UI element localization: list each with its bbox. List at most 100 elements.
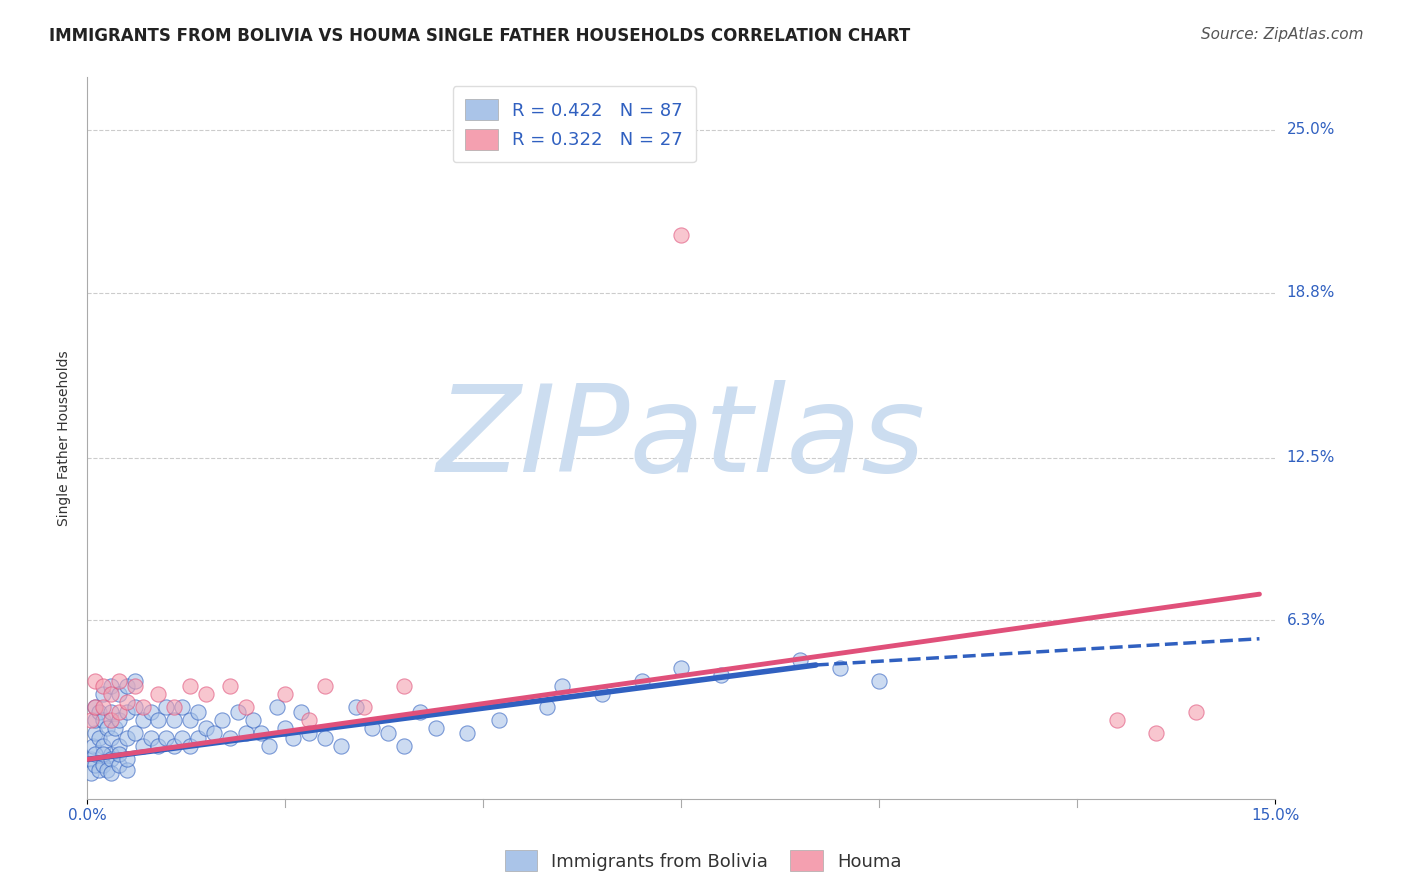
Point [87, 763, 110, 777]
Point [84, 747, 107, 761]
Point [115, 752, 138, 766]
Point [1146, 726, 1168, 740]
Point [91, 679, 114, 693]
Point [87, 731, 110, 746]
Point [80, 765, 103, 780]
Point [91, 739, 114, 754]
Text: ZIPatlas: ZIPatlas [437, 380, 925, 497]
Point [187, 731, 209, 746]
Point [108, 687, 131, 701]
Point [100, 679, 122, 693]
Point [139, 731, 162, 746]
Point [84, 673, 107, 688]
Point [218, 731, 240, 746]
Point [108, 739, 131, 754]
Point [242, 713, 264, 727]
Text: 18.8%: 18.8% [1286, 285, 1334, 300]
Point [1105, 713, 1128, 727]
Point [108, 705, 131, 719]
Point [80, 752, 103, 766]
Point [100, 731, 122, 746]
Point [100, 687, 122, 701]
Point [353, 700, 375, 714]
Text: IMMIGRANTS FROM BOLIVIA VS HOUMA SINGLE FATHER HOUSEHOLDS CORRELATION CHART: IMMIGRANTS FROM BOLIVIA VS HOUMA SINGLE … [49, 27, 911, 45]
Point [91, 747, 114, 761]
Point [235, 700, 257, 714]
Point [456, 726, 478, 740]
Point [259, 739, 281, 754]
Point [155, 731, 177, 746]
Point [591, 687, 613, 701]
Point [377, 726, 399, 740]
Point [488, 713, 510, 727]
Point [100, 765, 122, 780]
Point [274, 687, 297, 701]
Point [314, 731, 336, 746]
Point [124, 673, 146, 688]
Point [425, 721, 447, 735]
Point [124, 700, 146, 714]
Point [298, 713, 321, 727]
Point [131, 739, 153, 754]
Point [115, 731, 138, 746]
Point [115, 705, 138, 719]
Point [172, 731, 194, 746]
Point [218, 679, 240, 693]
Point [148, 687, 170, 701]
Point [409, 705, 432, 719]
Point [148, 713, 170, 727]
Point [104, 721, 127, 735]
Point [179, 739, 201, 754]
Point [392, 739, 415, 754]
Point [266, 700, 288, 714]
Point [274, 721, 297, 735]
Point [115, 679, 138, 693]
Point [868, 673, 890, 688]
Point [91, 713, 114, 727]
Point [108, 757, 131, 772]
Point [163, 739, 186, 754]
Point [314, 679, 336, 693]
Point [108, 713, 131, 727]
Point [226, 705, 249, 719]
Point [179, 679, 201, 693]
Point [346, 700, 368, 714]
Point [290, 705, 312, 719]
Point [281, 731, 304, 746]
Point [100, 705, 122, 719]
Point [108, 673, 131, 688]
Point [329, 739, 352, 754]
Point [179, 713, 201, 727]
Legend: Immigrants from Bolivia, Houma: Immigrants from Bolivia, Houma [498, 843, 908, 879]
Point [100, 747, 122, 761]
Point [148, 739, 170, 754]
Point [115, 695, 138, 709]
Point [551, 679, 574, 693]
Point [80, 713, 103, 727]
Point [155, 700, 177, 714]
Point [163, 713, 186, 727]
Point [671, 660, 693, 674]
Point [630, 673, 652, 688]
Text: 12.5%: 12.5% [1286, 450, 1334, 466]
Point [84, 700, 107, 714]
Point [91, 687, 114, 701]
Point [131, 700, 153, 714]
Point [710, 668, 733, 682]
Point [211, 713, 233, 727]
Point [91, 757, 114, 772]
Point [536, 700, 558, 714]
Y-axis label: Single Father Households: Single Father Households [58, 351, 72, 526]
Point [163, 700, 186, 714]
Point [87, 705, 110, 719]
Point [82, 739, 104, 754]
Point [671, 227, 693, 242]
Point [828, 660, 851, 674]
Point [115, 763, 138, 777]
Point [250, 726, 273, 740]
Point [1185, 705, 1208, 719]
Point [392, 679, 415, 693]
Text: 6.3%: 6.3% [1286, 613, 1326, 628]
Point [235, 726, 257, 740]
Point [361, 721, 384, 735]
